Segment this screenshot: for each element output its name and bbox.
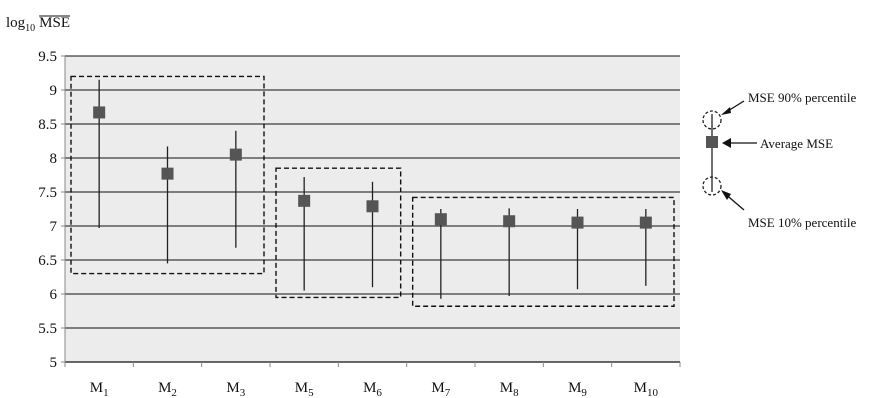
- x-tick-label: M6: [363, 380, 382, 398]
- y-tick-label: 8.5: [38, 117, 57, 133]
- y-axis-title-subscript: 10: [25, 23, 35, 34]
- x-tick-label-subscript: 1: [103, 387, 109, 398]
- x-tick-label: M8: [500, 380, 519, 398]
- x-tick-label: M10: [634, 380, 659, 398]
- x-tick-label-base: M: [568, 380, 581, 396]
- legend-mean-arrowhead: [722, 138, 731, 148]
- x-tick-label-base: M: [226, 380, 239, 396]
- legend-p90-arrowhead: [721, 107, 731, 115]
- x-tick-label-base: M: [158, 380, 171, 396]
- x-tick-label: M9: [568, 380, 587, 398]
- y-tick-label: 6.5: [38, 253, 57, 269]
- x-tick-label-subscript: 2: [171, 387, 177, 398]
- x-tick-label: M7: [431, 380, 450, 398]
- mean-marker: [229, 148, 242, 161]
- legend-p10-label: MSE 10% percentile: [748, 215, 857, 230]
- y-axis-title: log10 MSE: [6, 15, 70, 34]
- x-axis: M1 M2 M3 M5 M6 M7 M8 M9 M10: [64, 362, 681, 398]
- y-tick-label: 9: [50, 83, 58, 99]
- y-tick-label: 9.5: [38, 49, 57, 65]
- x-tick-label: M5: [295, 380, 314, 398]
- mean-marker: [571, 216, 584, 229]
- x-tick-label: M3: [226, 380, 245, 398]
- y-axis-title-quantity: MSE: [39, 15, 70, 31]
- group-box: [411, 196, 675, 307]
- legend-p90-circle: [702, 110, 722, 130]
- y-axis-title-prefix: log: [6, 15, 26, 31]
- legend-p90-label: MSE 90% percentile: [748, 90, 857, 105]
- mean-marker: [366, 200, 379, 213]
- group-box: [275, 167, 402, 299]
- y-axis: 5 5.5 6 6.5 7 7.5 8 8.5 9 9.5: [38, 49, 66, 371]
- mean-marker: [161, 167, 174, 180]
- x-tick-label: M1: [90, 380, 109, 398]
- mean-marker: [639, 216, 652, 229]
- legend: MSE 90% percentile Average MSE MSE 10% p…: [702, 90, 857, 230]
- x-tick-label-base: M: [295, 380, 308, 396]
- x-tick-label-subscript: 7: [445, 387, 451, 398]
- mean-marker: [298, 194, 311, 207]
- group-boxes: [70, 75, 675, 307]
- legend-p10-arrowhead: [721, 190, 731, 200]
- y-tick-label: 7.5: [38, 185, 57, 201]
- x-tick-label-base: M: [363, 380, 376, 396]
- x-tick-label: M2: [158, 380, 177, 398]
- x-tick-label-base: M: [500, 380, 513, 396]
- legend-mean-label: Average MSE: [760, 136, 833, 151]
- mean-marker: [434, 213, 447, 226]
- y-tick-label: 8: [50, 151, 58, 167]
- y-tick-label: 7: [50, 219, 58, 235]
- error-bars: [93, 79, 652, 299]
- x-tick-label-subscript: 3: [240, 387, 246, 398]
- x-tick-label-base: M: [90, 380, 103, 396]
- y-tick-label: 5.5: [38, 321, 57, 337]
- legend-mean-marker: [706, 136, 718, 148]
- group-box: [70, 75, 265, 275]
- x-tick-label-subscript: 8: [513, 387, 519, 398]
- mean-marker: [503, 215, 516, 228]
- mean-marker: [93, 106, 106, 119]
- y-tick-label: 6: [50, 287, 58, 303]
- y-tick-label: 5: [50, 355, 58, 371]
- x-tick-label-subscript: 10: [647, 387, 659, 398]
- x-tick-label-subscript: 6: [376, 387, 382, 398]
- x-tick-label-base: M: [431, 380, 444, 396]
- x-tick-label-subscript: 5: [308, 387, 314, 398]
- x-tick-label-subscript: 9: [581, 387, 587, 398]
- x-tick-label-base: M: [634, 380, 647, 396]
